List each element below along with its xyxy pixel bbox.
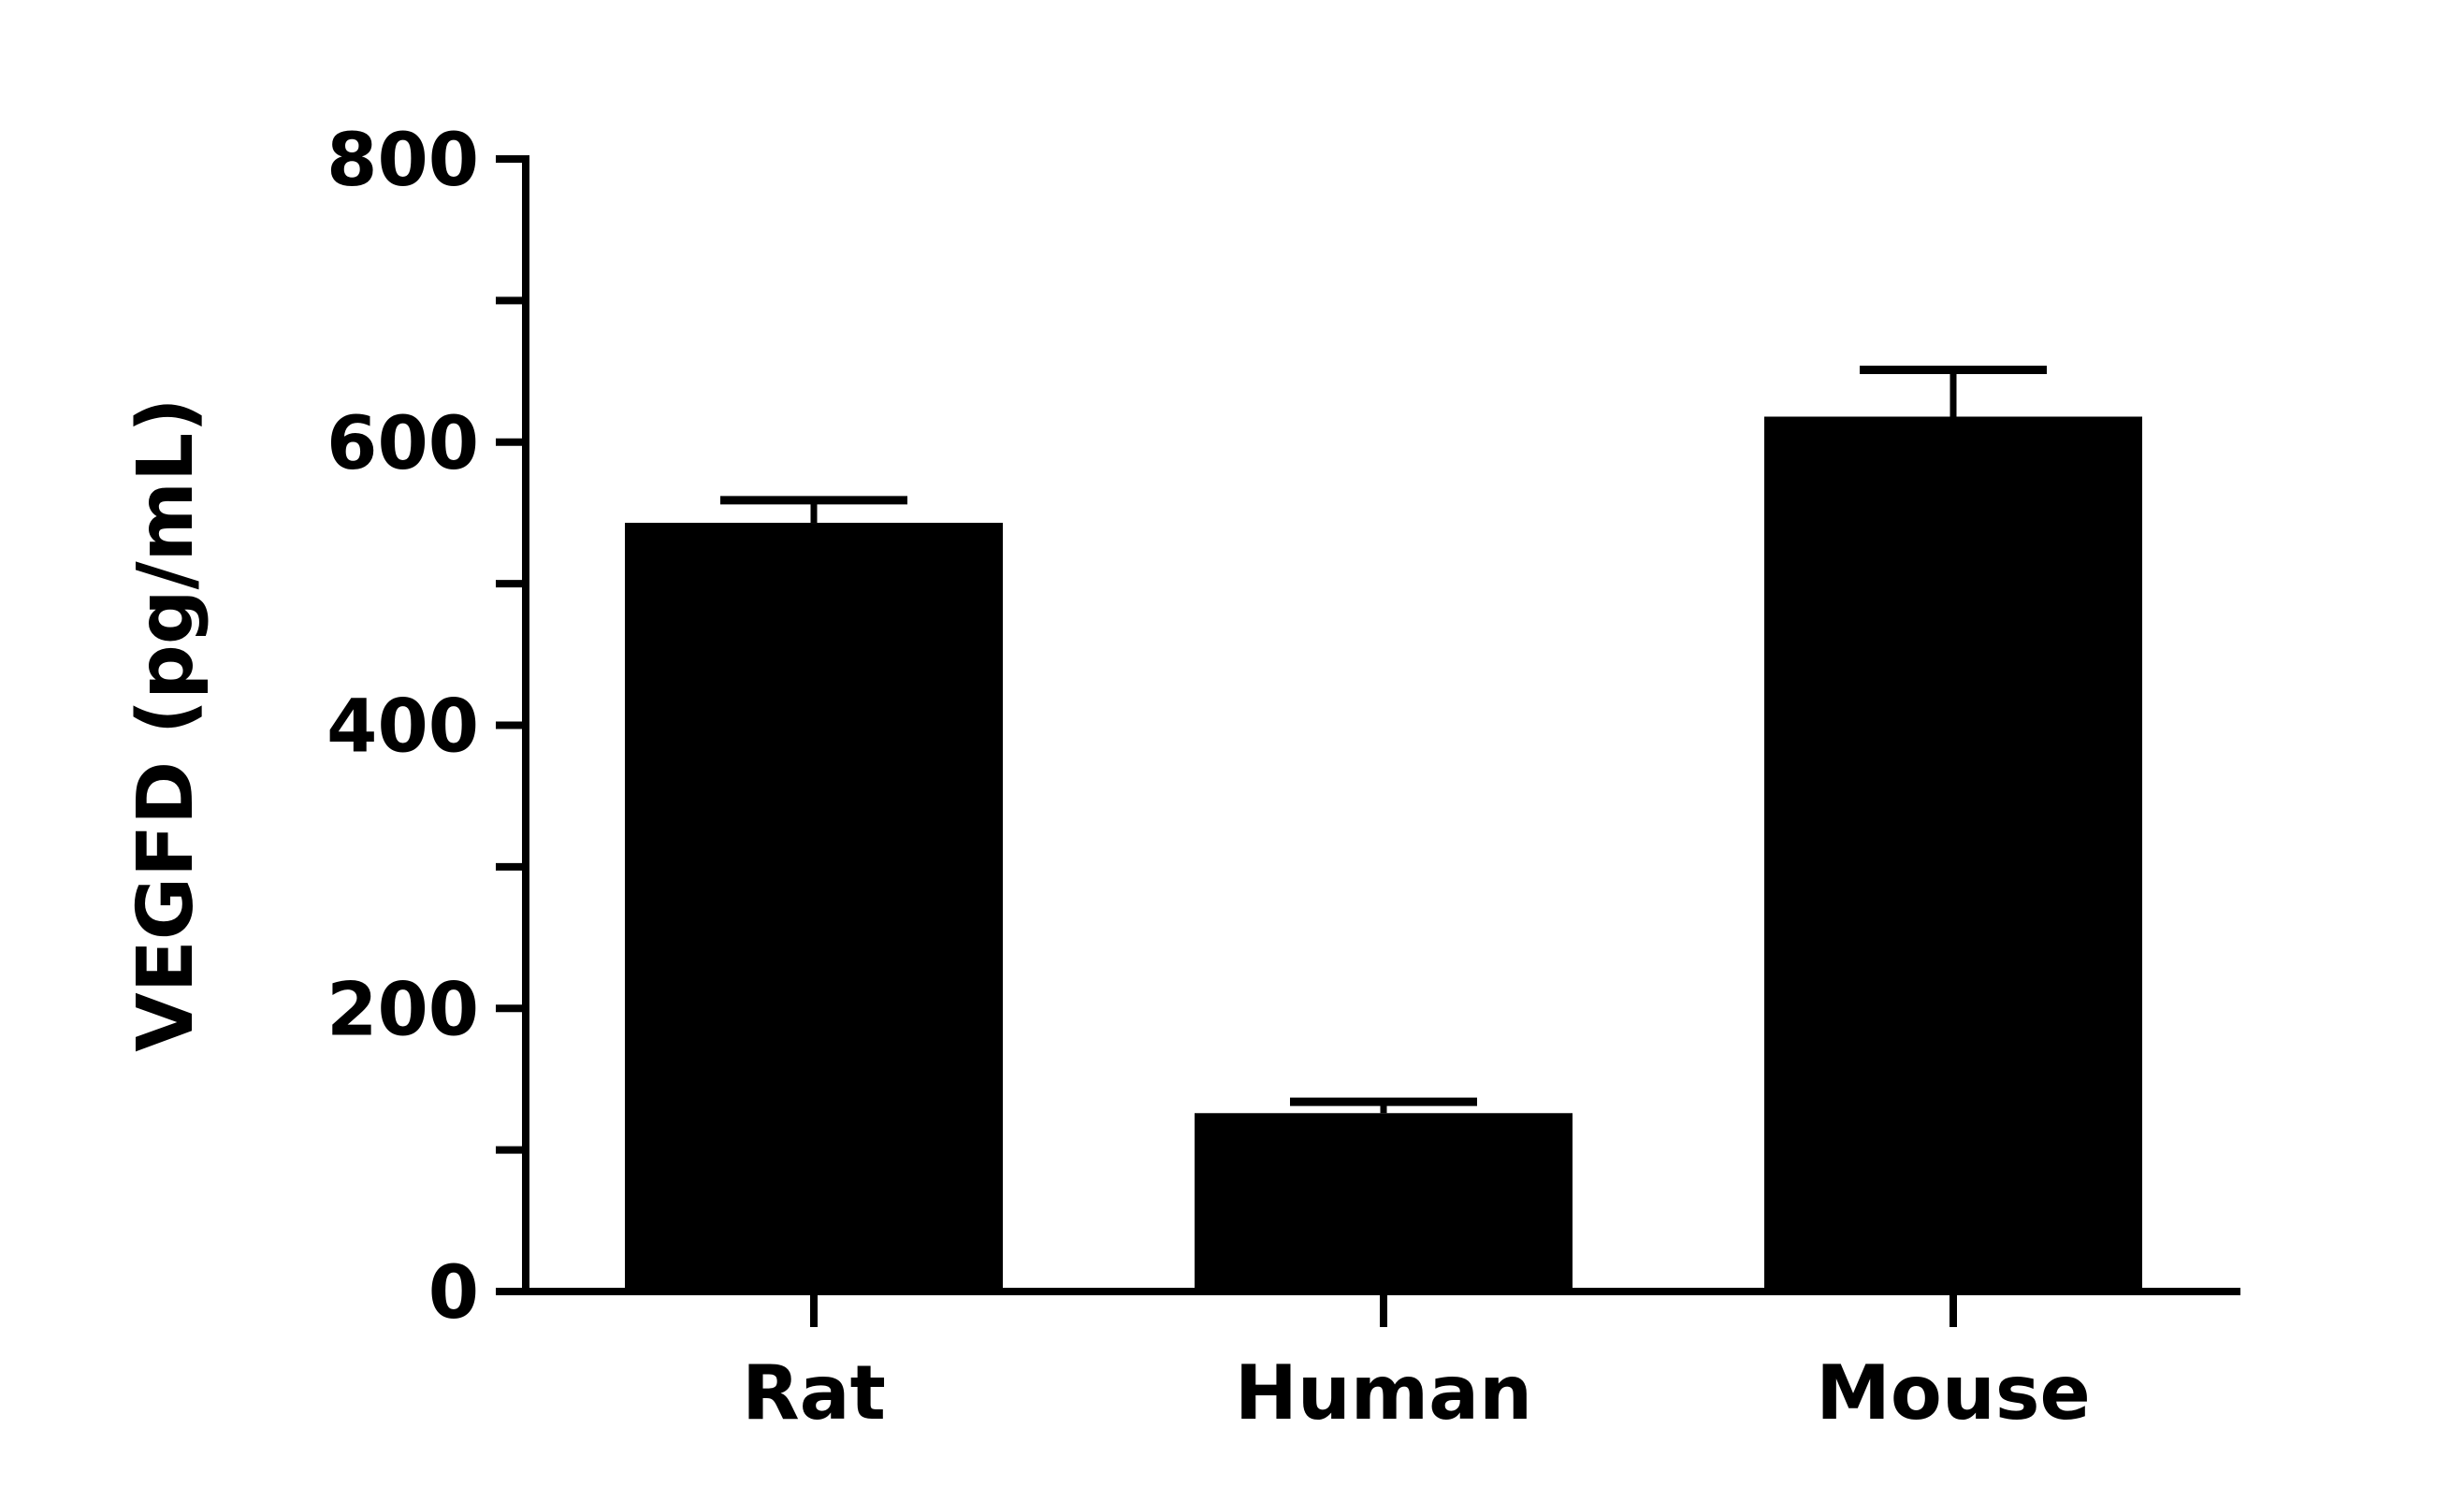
bars-layer: [625, 416, 2142, 1292]
error-bars-layer: [720, 366, 2047, 1114]
y-tick-label-400: 400: [326, 686, 479, 770]
y-axis-title: VEGFD (pg/mL): [122, 397, 210, 1051]
bar-rat: [625, 523, 1003, 1292]
y-tick-label-0: 0: [428, 1251, 479, 1335]
bar-mouse: [1764, 416, 2142, 1292]
y-tick-label-600: 600: [326, 402, 479, 486]
x-tick-label-mouse: Mouse: [1816, 1349, 2090, 1436]
bar-human: [1195, 1113, 1573, 1292]
x-tick-label-human: Human: [1235, 1349, 1532, 1436]
y-ticks-layer: 0 200 400 600 800: [326, 119, 526, 1335]
x-ticks-layer: Rat Human Mouse: [742, 1292, 2091, 1436]
y-tick-label-200: 200: [326, 968, 479, 1052]
y-tick-label-800: 800: [326, 119, 479, 203]
x-tick-label-rat: Rat: [742, 1349, 886, 1436]
